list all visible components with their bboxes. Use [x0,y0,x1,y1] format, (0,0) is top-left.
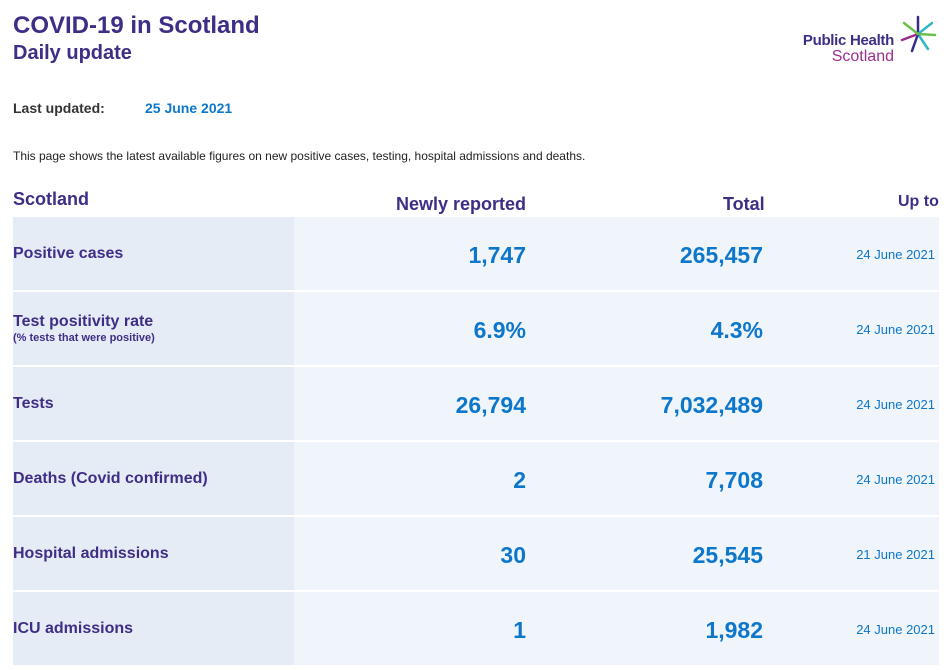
row-label: Test positivity rate [13,313,154,330]
column-header-total: Total [723,194,765,214]
row-label: Deaths (Covid confirmed) [13,470,208,487]
intro-text: This page shows the latest available fig… [13,149,586,163]
phs-logo: Public Health Scotland [798,14,938,66]
last-updated-label: Last updated: [13,100,105,116]
row-newly-reported: 1 [513,617,526,643]
row-label: Hospital admissions [13,545,169,562]
row-up-to-date: 24 June 2021 [856,397,935,412]
column-header-up-to: Up to [898,193,939,210]
table-row-icu-admissions: ICU admissions 1 1,982 24 June 2021 [13,592,939,665]
star-burst-icon [900,15,937,53]
row-label-cell [13,592,294,665]
row-total: 4.3% [710,317,763,343]
row-label-cell [13,292,294,365]
table-row-deaths: Deaths (Covid confirmed) 2 7,708 24 June… [13,442,939,515]
row-label: ICU admissions [13,620,134,637]
table-row-tests: Tests 26,794 7,032,489 24 June 2021 [13,367,939,440]
row-up-to-date: 24 June 2021 [856,247,935,262]
table-row-positive-cases: Positive cases 1,747 265,457 24 June 202… [13,217,939,290]
last-updated-value: 25 June 2021 [145,100,233,116]
row-up-to-date: 24 June 2021 [856,472,935,487]
row-newly-reported: 2 [513,467,526,493]
row-total: 1,982 [705,617,763,643]
row-newly-reported: 30 [500,542,526,568]
table-row-hospital-admissions: Hospital admissions 30 25,545 21 June 20… [13,517,939,590]
row-sublabel: (% tests that were positive) [13,332,155,344]
row-newly-reported: 1,747 [468,242,526,268]
row-label-cell [13,367,294,440]
row-newly-reported: 6.9% [473,317,526,343]
row-total: 7,032,489 [660,392,763,418]
table-row-test-positivity: Test positivity rate (% tests that were … [13,292,939,365]
row-label-cell [13,217,294,290]
row-label-cell [13,442,294,515]
row-total: 7,708 [705,467,763,493]
logo-text-line1: Public Health [802,32,894,49]
column-header-region: Scotland [13,189,90,209]
column-header-newly-reported: Newly reported [396,194,527,214]
row-total: 265,457 [679,242,763,268]
row-up-to-date: 24 June 2021 [856,622,935,637]
row-label-cell [13,517,294,590]
row-label: Tests [13,395,54,412]
page-subtitle: Daily update [13,42,132,64]
logo-text-line2: Scotland [831,48,894,65]
row-up-to-date: 21 June 2021 [856,547,935,562]
row-total: 25,545 [692,542,763,568]
row-newly-reported: 26,794 [455,392,526,418]
page-title: COVID-19 in Scotland [13,12,260,39]
row-up-to-date: 24 June 2021 [856,322,935,337]
row-label: Positive cases [13,245,124,262]
